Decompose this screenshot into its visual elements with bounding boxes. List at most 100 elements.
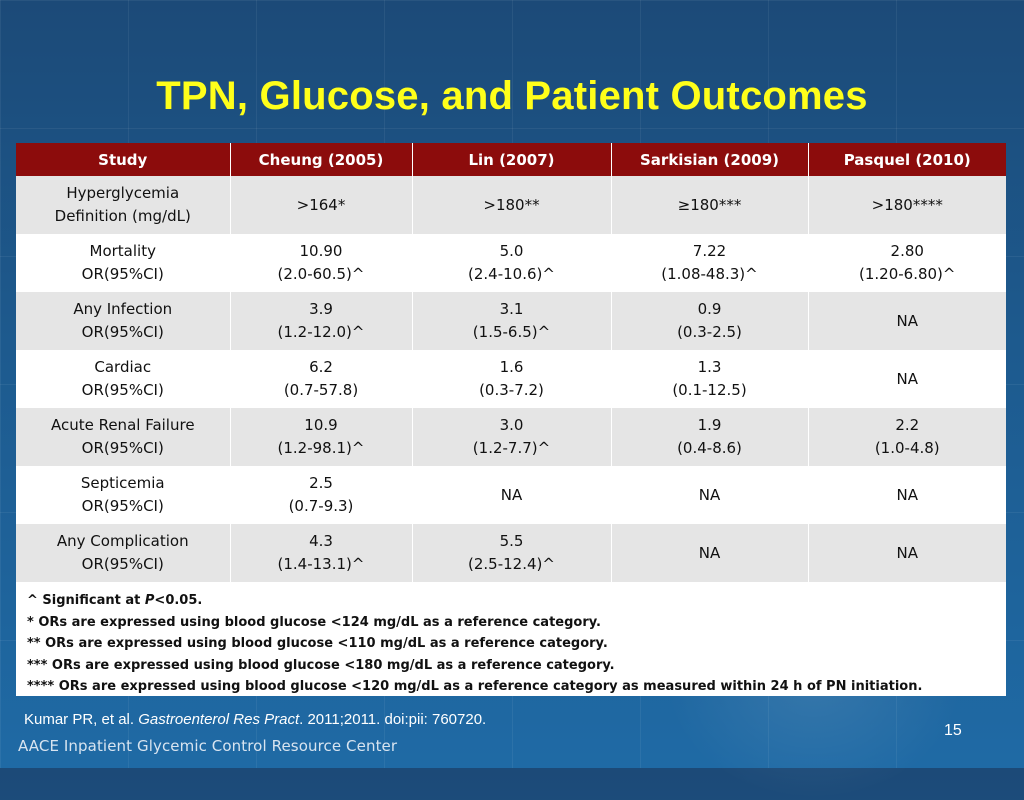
row-label-sub: OR(95%CI) xyxy=(81,381,164,399)
cell-ci: (0.7-57.8) xyxy=(283,381,359,399)
row-label-cell: Any Complication OR(95%CI) xyxy=(16,524,230,582)
cell-value: 5.0 xyxy=(499,242,524,260)
table-cell: 1.9 (0.4-8.6) xyxy=(610,408,808,466)
cell-value: 0.9 xyxy=(697,300,722,318)
cell-ci: (2.0-60.5)^ xyxy=(277,265,365,283)
row-label-sub: OR(95%CI) xyxy=(81,555,164,573)
table-cell: 4.3 (1.4-13.1)^ xyxy=(229,524,412,582)
row-label-cell: Acute Renal Failure OR(95%CI) xyxy=(16,408,230,466)
row-label-cell: Cardiac OR(95%CI) xyxy=(16,350,230,408)
table-row: Septicemia OR(95%CI) 2.5 (0.7-9.3) NA NA NA xyxy=(16,466,1006,524)
table-cell: >180** xyxy=(411,176,611,234)
table-cell: NA xyxy=(610,524,808,582)
row-label-sub: OR(95%CI) xyxy=(81,265,164,283)
table-header-row: Study Cheung (2005) Lin (2007) Sarkisian… xyxy=(16,143,1006,176)
table-cell: NA xyxy=(411,466,611,524)
row-label-sub: Definition (mg/dL) xyxy=(54,207,191,225)
cell-value: ≥180*** xyxy=(677,195,742,214)
cell-ci: (1.08-48.3)^ xyxy=(661,265,758,283)
citation-rest: . 2011;2011. doi:pii: 760720. xyxy=(299,711,487,728)
cell-ci: (1.20-6.80)^ xyxy=(859,265,956,283)
cell-value: 5.5 xyxy=(499,532,524,550)
row-label-sub: OR(95%CI) xyxy=(81,323,164,341)
table-cell: 0.9 (0.3-2.5) xyxy=(610,292,808,350)
table-row: Mortality OR(95%CI) 10.90 (2.0-60.5)^ 5.0 (2.… xyxy=(16,234,1006,292)
cell-ci: (2.5-12.4)^ xyxy=(468,555,555,573)
table-cell: NA xyxy=(807,466,1006,524)
table-cell: 3.1 (1.5-6.5)^ xyxy=(411,292,611,350)
cell-value: 3.0 xyxy=(499,416,524,434)
table-cell: 3.0 (1.2-7.7)^ xyxy=(411,408,611,466)
cell-value: NA xyxy=(500,485,523,504)
cell-ci: (0.3-7.2) xyxy=(479,381,544,399)
footnotes: ^ Significant at P<0.05. * ORs are expre… xyxy=(16,582,1006,698)
row-label: Hyperglycemia xyxy=(66,184,180,202)
header-cheung: Cheung (2005) xyxy=(229,143,412,176)
table-cell: 5.5 (2.5-12.4)^ xyxy=(411,524,611,582)
footnote-significance-suffix: <0.05. xyxy=(154,593,203,608)
cell-ci: (1.0-4.8) xyxy=(874,439,940,457)
cell-value: 7.22 xyxy=(692,242,727,260)
cell-value: >180**** xyxy=(871,195,943,214)
cell-ci: (0.4-8.6) xyxy=(677,439,742,457)
table-row: Acute Renal Failure OR(95%CI) 10.9 (1.2-98.… xyxy=(16,408,1006,466)
row-label-cell: Hyperglycemia Definition (mg/dL) xyxy=(16,176,230,234)
cell-value: NA xyxy=(896,543,918,562)
row-label-sub: OR(95%CI) xyxy=(81,497,164,515)
citation-journal: Gastroenterol Res Pract xyxy=(138,711,300,728)
footnote-line: **** ORs are expressed using blood gluco… xyxy=(27,679,923,694)
row-label-cell: Any Infection OR(95%CI) xyxy=(16,292,230,350)
cell-value: NA xyxy=(896,311,918,330)
table-cell: 7.22 (1.08-48.3)^ xyxy=(610,234,808,292)
row-label-cell: Septicemia OR(95%CI) xyxy=(16,466,230,524)
table-cell: 10.90 (2.0-60.5)^ xyxy=(229,234,412,292)
header-lin: Lin (2007) xyxy=(411,143,611,176)
cell-value: 1.9 xyxy=(697,416,722,434)
cell-ci: (2.4-10.6)^ xyxy=(468,265,555,283)
table-cell: 2.5 (0.7-9.3) xyxy=(229,466,412,524)
table-cell: 2.80 (1.20-6.80)^ xyxy=(807,234,1006,292)
table-row: Any Complication OR(95%CI) 4.3 (1.4-13.1)^ 5… xyxy=(16,524,1006,582)
cell-value: >164* xyxy=(296,195,346,214)
cell-value: >180** xyxy=(483,195,540,214)
cell-value: 2.5 xyxy=(309,474,333,492)
row-label: Any Infection xyxy=(73,300,173,318)
table-row: Cardiac OR(95%CI) 6.2 (0.7-57.8) 1.6 (0.3-7.2… xyxy=(16,350,1006,408)
footnote-significance-p: P xyxy=(144,593,155,608)
table-cell: 10.9 (1.2-98.1)^ xyxy=(229,408,412,466)
table-cell: 1.6 (0.3-7.2) xyxy=(411,350,611,408)
row-label-cell: Mortality OR(95%CI) xyxy=(16,234,230,292)
cell-value: 10.90 xyxy=(299,242,343,260)
footnote-line: *** ORs are expressed using blood glucos… xyxy=(27,657,615,673)
table-cell: NA xyxy=(807,524,1006,582)
cell-value: NA xyxy=(698,485,721,504)
header-sarkisian: Sarkisian (2009) xyxy=(610,143,808,176)
cell-ci: (1.5-6.5)^ xyxy=(472,323,551,341)
cell-value: 4.3 xyxy=(309,532,333,550)
cell-ci: (1.4-13.1)^ xyxy=(277,555,365,573)
cell-value: 2.80 xyxy=(890,242,924,260)
cell-value: 3.1 xyxy=(499,300,524,318)
footnote-significance: ^ Significant at P<0.05. xyxy=(27,590,1006,612)
outcomes-table: Study Cheung (2005) Lin (2007) Sarkisian… xyxy=(16,143,1006,582)
cell-value: 1.6 xyxy=(499,358,524,376)
table-cell: >180**** xyxy=(807,176,1006,234)
cell-ci: (1.2-98.1)^ xyxy=(277,439,365,457)
cell-ci: (0.1-12.5) xyxy=(672,381,747,399)
row-label: Any Complication xyxy=(56,532,189,550)
cell-value: 1.3 xyxy=(697,358,722,376)
row-label: Acute Renal Failure xyxy=(50,416,195,434)
cell-value: 6.2 xyxy=(309,358,333,376)
cell-ci: (0.7-9.3) xyxy=(288,497,354,515)
row-label: Septicemia xyxy=(80,474,165,492)
cell-value: NA xyxy=(896,485,918,504)
header-pasquel: Pasquel (2010) xyxy=(807,143,1006,176)
footnote-significance-prefix: ^ Significant at xyxy=(27,593,145,608)
cell-ci: (1.2-7.7)^ xyxy=(472,439,551,457)
footer-brand: AACE Inpatient Glycemic Control Resource… xyxy=(18,737,398,755)
row-label-sub: OR(95%CI) xyxy=(81,439,164,457)
table-cell: NA xyxy=(610,466,808,524)
table-cell: NA xyxy=(807,350,1006,408)
cell-value: 10.9 xyxy=(304,416,338,434)
table-row: Any Infection OR(95%CI) 3.9 (1.2-12.0)^ 3.1 (… xyxy=(16,292,1006,350)
